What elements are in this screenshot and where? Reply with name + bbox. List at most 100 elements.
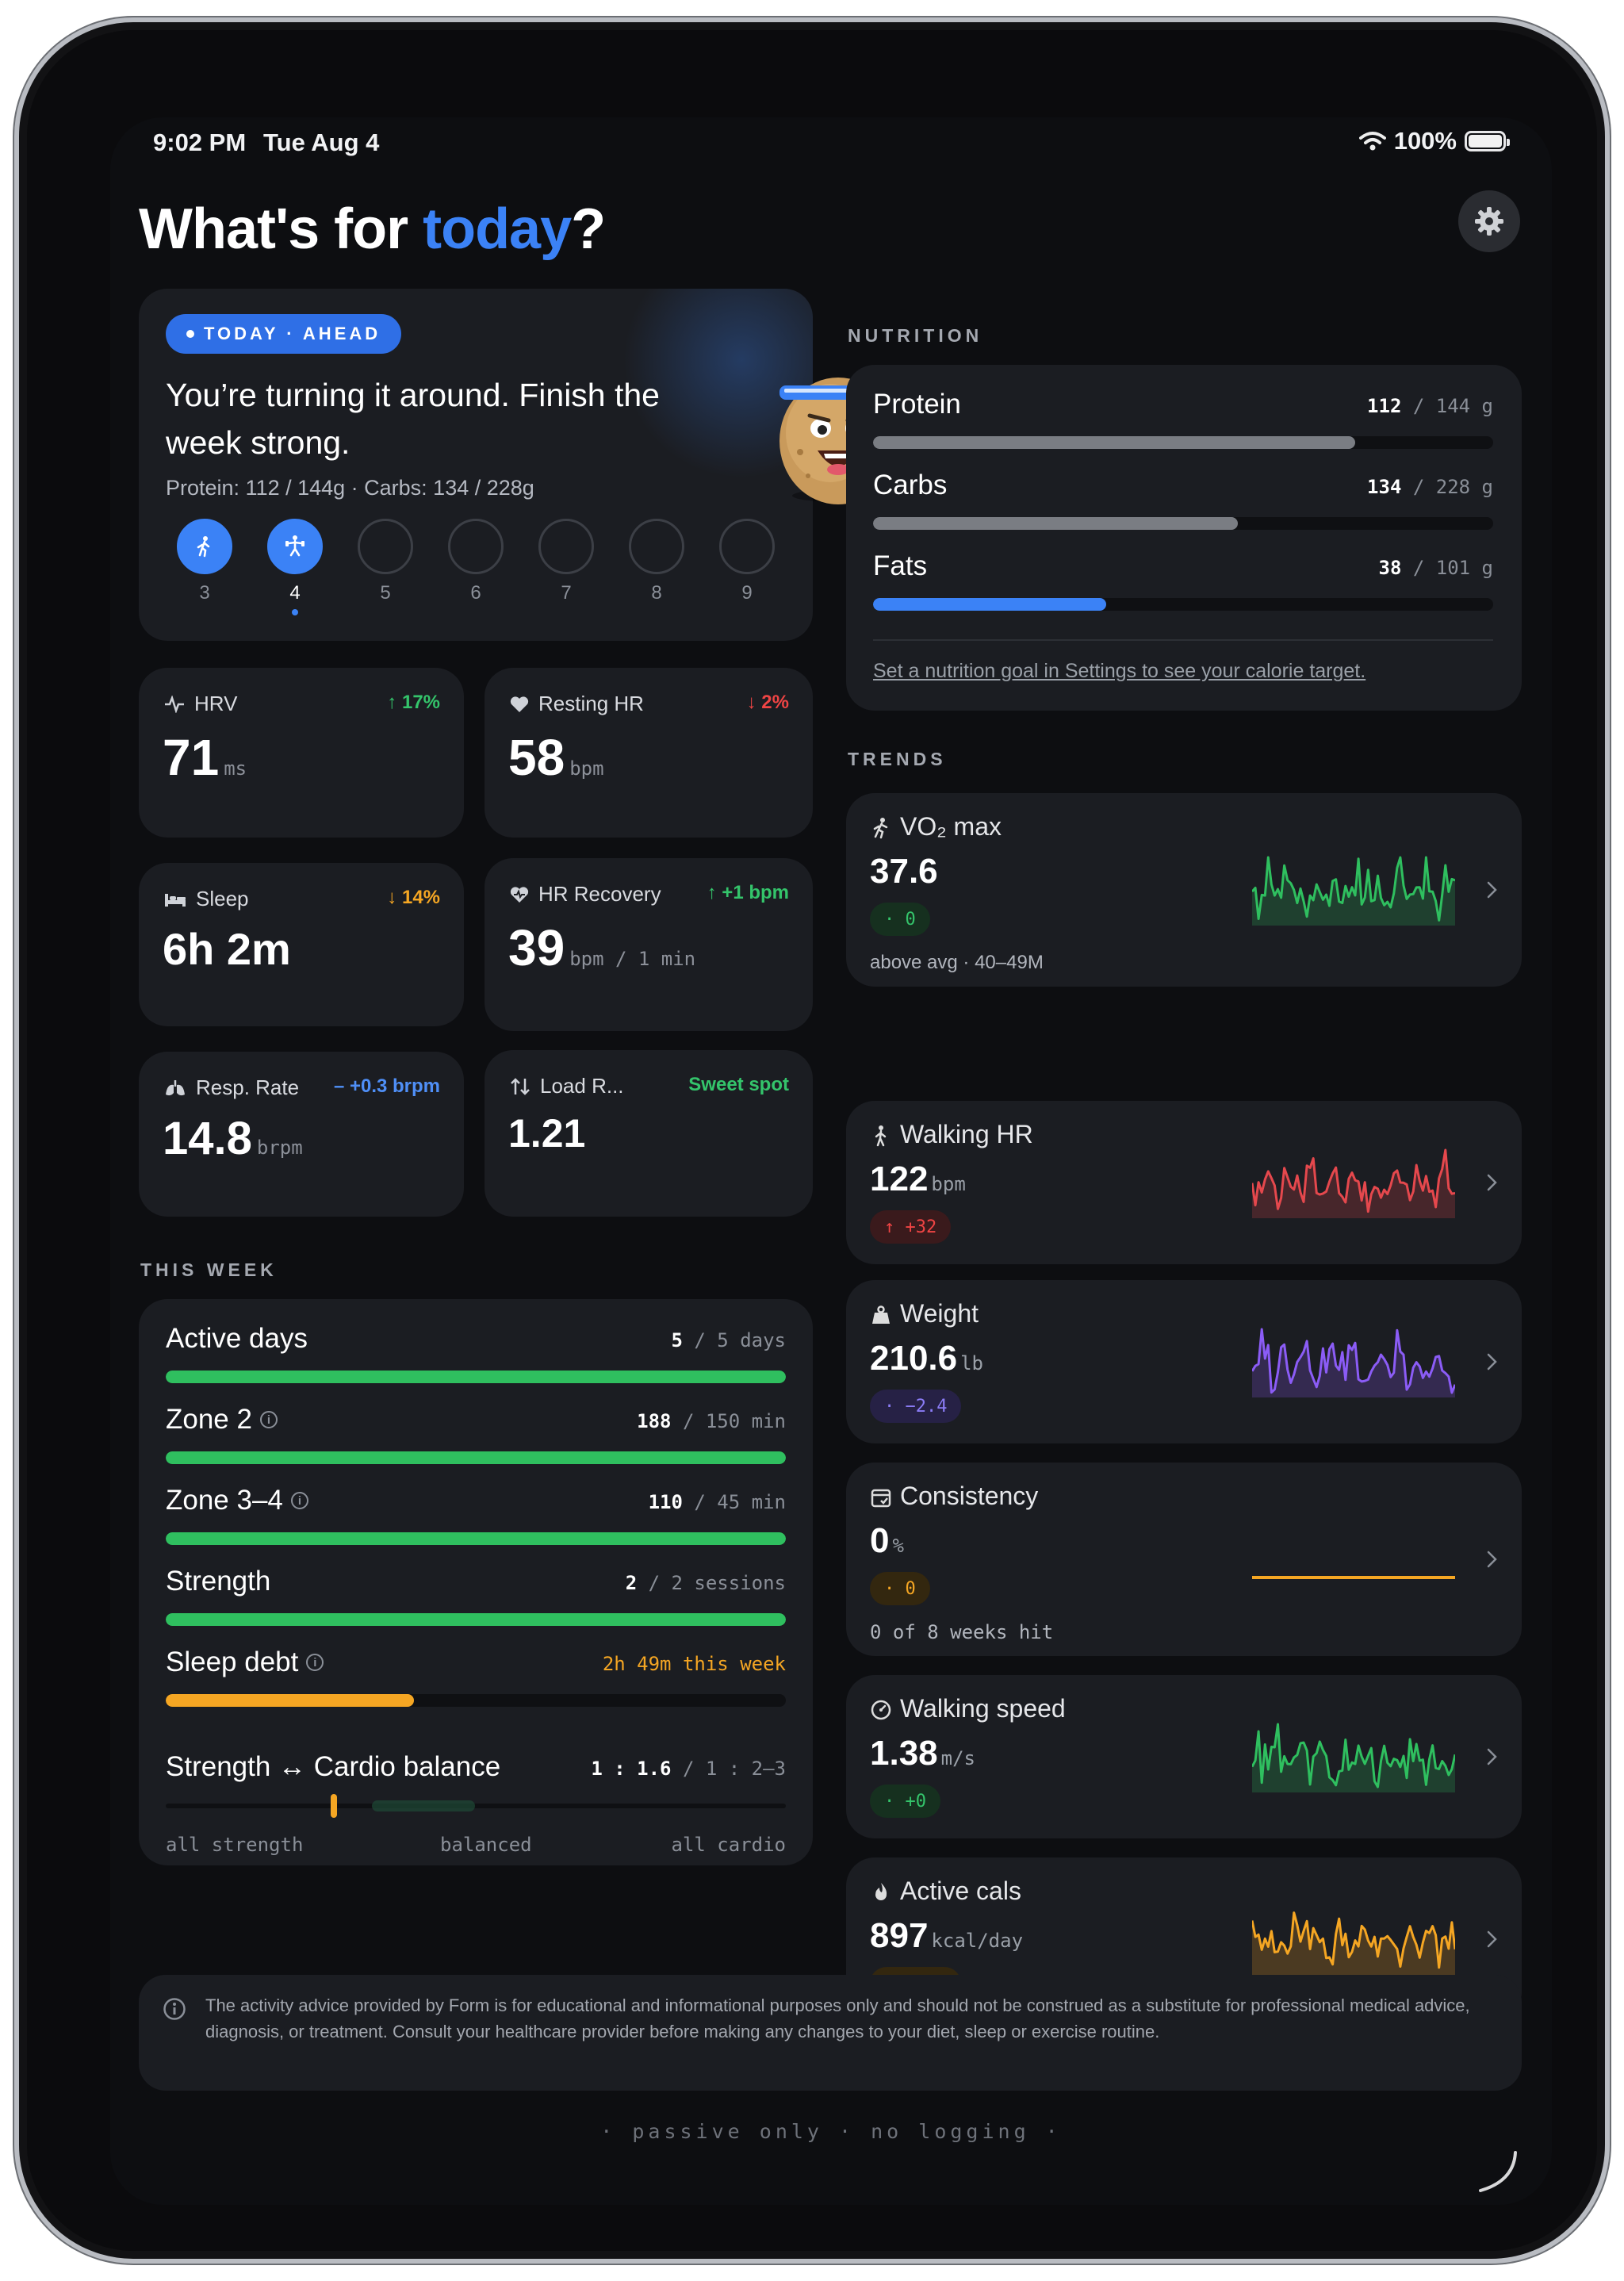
chevron-right-icon[interactable] [1480,1548,1503,1570]
row-title: Protein [873,389,961,420]
day-circle [538,519,594,574]
day-number: 5 [380,582,391,604]
this-week-card: Active days 5 / 5 days Zone 2 i 188 / 150 mi… [139,1299,813,1865]
trend-sparkline [1252,1723,1455,1792]
progress-fill [166,1532,786,1545]
status-time: 9:02 PM [153,128,247,156]
day-circle [177,519,232,574]
chevron-right-icon[interactable] [1480,1928,1503,1950]
metric-hr-recovery[interactable]: HR Recovery ↑ +1 bpm 39 bpm / 1 min [485,858,813,1031]
progress-track [166,1371,786,1383]
walk-icon [870,1125,892,1147]
chevron-right-icon[interactable] [1480,1746,1503,1768]
info-icon[interactable]: i [306,1654,324,1671]
corner-handle-icon [1479,2151,1517,2192]
trend-card-walking-hr[interactable]: Walking HR 122 bpm ↑ +32 [846,1101,1522,1264]
chevron-right-icon[interactable] [1480,1171,1503,1194]
trend-sparkline [1252,1328,1455,1397]
day-number: 6 [470,582,481,604]
trend-delta-pill: · −2.4 [870,1390,962,1423]
calendar-icon [870,1486,892,1509]
status-date: Tue Aug 4 [263,128,380,156]
progress-track [166,1451,786,1464]
balance-left-label: all strength [166,1834,304,1856]
balance-right-label: all cardio [671,1834,787,1856]
progress-track [873,436,1493,449]
trend-value: 897 kcal/day [870,1916,1024,1955]
gear-icon [1475,207,1503,236]
trend-title: Consistency [900,1482,1039,1510]
metric-label: Load R... [540,1074,624,1098]
trend-card-walking-speed[interactable]: Walking speed 1.38 m/s · +0 [846,1675,1522,1838]
row-value: 2h 49m this week [602,1653,786,1675]
pulse-icon [165,695,184,713]
progress-fill [873,517,1238,530]
trend-card-vo-max[interactable]: VO₂ max 37.6 · 0 above avg · 40–49M [846,793,1522,987]
heart-icon [510,696,529,712]
day-number: 7 [561,582,572,604]
this-week-label: THIS WEEK [140,1259,278,1280]
arrows-up-down-icon [511,1077,530,1095]
day-number: 9 [741,582,753,604]
trend-sparkline [1252,1148,1455,1218]
battery-percent: 100% [1393,127,1457,155]
metric-load-ratio[interactable]: Load R... Sweet spot 1.21 [485,1050,813,1217]
metric-value: 71 ms [163,729,247,786]
progress-track [166,1613,786,1626]
balance-track [166,1794,786,1818]
day-8[interactable]: 8 [629,519,684,604]
lungs-icon [166,1079,185,1095]
metric-label: HRV [194,692,238,715]
trend-delta-pill: · 0 [870,1572,930,1605]
trend-title: Weight [900,1299,979,1328]
screen: 9:02 PM Tue Aug 4 100% What's for today?… [110,117,1552,2205]
day-tracker: 3 4 5 6 7 8 9 [177,519,779,630]
today-badge: TODAY · AHEAD [166,314,402,354]
nutrition-settings-link[interactable]: Set a nutrition goal in Settings to see … [873,660,1366,682]
trend-note: 0 of 8 weeks hit [870,1621,1054,1643]
info-icon[interactable]: i [259,1411,278,1428]
status-bar: 9:02 PM Tue Aug 4 100% [110,117,1552,173]
balance-target-zone [372,1800,475,1811]
day-5[interactable]: 5 [358,519,413,604]
gauge-icon [870,1699,892,1721]
trend-title: Walking HR [900,1120,1033,1148]
progress-fill [166,1451,786,1464]
info-icon[interactable]: i [290,1492,308,1509]
progress-fill [166,1613,786,1626]
trend-title: Walking speed [900,1694,1066,1723]
trend-value: 122 bpm [870,1160,966,1198]
metric-hrv[interactable]: HRV ↑ 17% 71 ms [139,668,464,838]
metric-delta: ↓ 14% [387,887,440,908]
metric-label: Resting HR [538,692,644,715]
trend-value: 1.38 m/s [870,1734,975,1773]
status-right: 100% [1358,127,1510,155]
day-circle [358,519,413,574]
progress-track [873,517,1493,530]
bed-icon [165,893,186,907]
settings-button[interactable] [1458,190,1520,252]
chevron-right-icon[interactable] [1480,879,1503,901]
current-day-indicator [292,609,298,615]
trend-delta-pill: · 0 [870,903,930,936]
trend-card-consistency[interactable]: Consistency 0% · 0 0 of 8 weeks hit [846,1463,1522,1656]
today-card[interactable]: TODAY · AHEAD You’re turning it around. … [139,289,813,641]
day-4[interactable]: 4 [267,519,323,615]
day-6[interactable]: 6 [448,519,504,604]
walk-icon [197,536,210,558]
trend-card-weight[interactable]: Weight 210.6 lb · −2.4 [846,1280,1522,1443]
row-value: 134 / 228 g [1367,476,1493,498]
metric-label: HR Recovery [538,882,661,906]
day-7[interactable]: 7 [538,519,594,604]
metric-resp-rate[interactable]: Resp. Rate – +0.3 brpm 14.8 brpm [139,1052,464,1217]
metric-resting-hr[interactable]: Resting HR ↓ 2% 58 bpm [485,668,813,838]
day-3[interactable]: 3 [177,519,232,604]
metric-sleep[interactable]: Sleep ↓ 14% 6h 2m [139,863,464,1026]
progress-track [166,1532,786,1545]
day-number: 8 [651,582,662,604]
run-icon [870,817,892,839]
day-9[interactable]: 9 [719,519,775,604]
device-frame: 9:02 PM Tue Aug 4 100% What's for today?… [14,17,1610,2264]
progress-fill [873,436,1356,449]
chevron-right-icon[interactable] [1480,1351,1503,1373]
